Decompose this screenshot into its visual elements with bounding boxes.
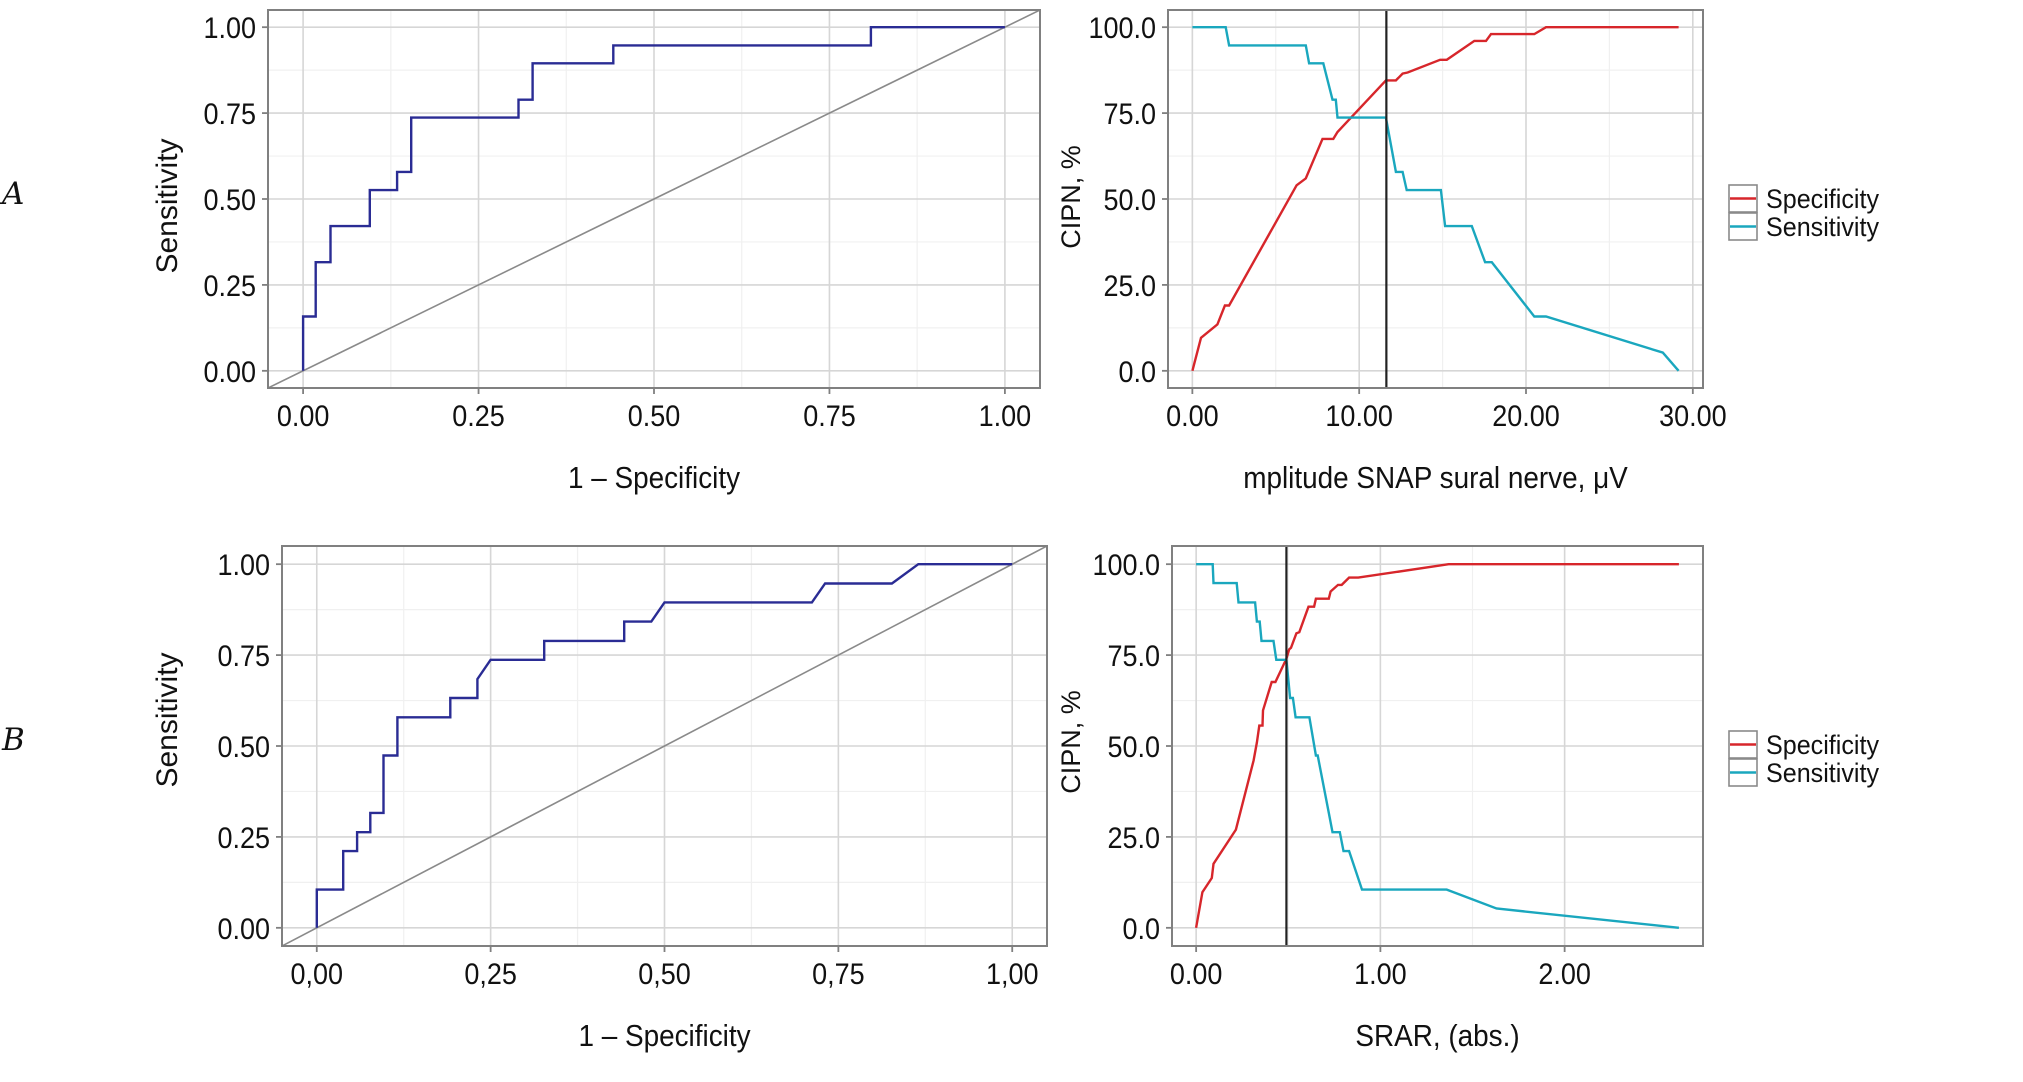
y-tick-label: 0.75 bbox=[217, 640, 270, 674]
y-axis-title: CIPN, % bbox=[1056, 145, 1086, 249]
y-axis-title: CIPN, % bbox=[1056, 690, 1086, 794]
x-tick-label: 30.00 bbox=[1659, 400, 1727, 434]
reference-diagonal-line bbox=[268, 10, 1040, 388]
y-tick-label: 0.25 bbox=[217, 822, 270, 856]
axes: 0.00 0.25 0.50 0.75 1.00 0.00 0.25 0.50 0.75 1.00… bbox=[151, 12, 1031, 495]
series-group bbox=[1194, 563, 1680, 929]
y-tick-label: 50.0 bbox=[1103, 184, 1156, 218]
x-tick-label: 0,00 bbox=[291, 958, 344, 992]
x-tick-label: 0.00 bbox=[277, 400, 330, 434]
x-tick-label: 0,25 bbox=[464, 958, 517, 992]
chart-a-roc: 0.00 0.25 0.50 0.75 1.00 0.00 0.25 0.50 0.75 1.00… bbox=[151, 9, 1041, 495]
x-tick-label: 2.00 bbox=[1538, 958, 1591, 992]
y-tick-label: 0.50 bbox=[217, 731, 270, 765]
series-group bbox=[268, 10, 1040, 388]
y-tick-label: 75.0 bbox=[1107, 640, 1160, 674]
x-tick-label: 0.25 bbox=[452, 400, 505, 434]
x-axis-title: mplitude SNAP sural nerve, μV bbox=[1243, 461, 1628, 496]
specificity-line bbox=[1191, 26, 1679, 372]
y-tick-label: 25.0 bbox=[1107, 822, 1160, 856]
gridlines bbox=[268, 10, 1040, 388]
roc-curve-line bbox=[315, 563, 1013, 928]
y-tick-label: 100.0 bbox=[1088, 12, 1156, 46]
series-group bbox=[282, 546, 1047, 946]
legend-item-sensitivity: Sensitivity bbox=[1728, 757, 1879, 788]
y-tick-label: 100.0 bbox=[1092, 549, 1160, 583]
legend-label: Specificity bbox=[1766, 183, 1879, 214]
series-group bbox=[1191, 26, 1680, 372]
y-tick-label: 50.0 bbox=[1107, 731, 1160, 765]
y-tick-label: 0.0 bbox=[1122, 913, 1160, 947]
legend-item-specificity: Specificity bbox=[1728, 183, 1879, 214]
sensitivity-line bbox=[1196, 563, 1680, 929]
chart-a-cut: 0.00 10.00 20.00 30.00 0.0 25.0 50.0 75.0 100.0 m… bbox=[1056, 9, 1879, 495]
y-tick-label: 0.50 bbox=[203, 184, 256, 218]
legend-item-sensitivity: Sensitivity bbox=[1728, 211, 1879, 242]
legend-item-specificity: Specificity bbox=[1728, 729, 1879, 760]
legend-label: Specificity bbox=[1766, 729, 1879, 760]
chart-b-cut: 0.00 1.00 2.00 0.0 25.0 50.0 75.0 100.0 SRAR, (a… bbox=[1056, 545, 1879, 1053]
x-axis-title: 1 – Specificity bbox=[578, 1019, 750, 1054]
x-tick-label: 1,00 bbox=[986, 958, 1039, 992]
axes: 0.00 1.00 2.00 0.0 25.0 50.0 75.0 100.0 SRAR, (a… bbox=[1056, 549, 1591, 1053]
specificity-line bbox=[1194, 563, 1679, 929]
x-tick-label: 0.00 bbox=[1166, 400, 1219, 434]
legend-label: Sensitivity bbox=[1766, 211, 1879, 242]
gridlines bbox=[1172, 546, 1703, 946]
panel-label-b: B bbox=[1, 722, 25, 758]
chart-b-roc: 0,00 0,25 0,50 0,75 1,00 0.00 0.25 0.50 0.75 1.00… bbox=[151, 545, 1048, 1053]
charts-group: 0.00 0.25 0.50 0.75 1.00 0.00 0.25 0.50 0.75 1.00… bbox=[151, 9, 1879, 1053]
y-tick-label: 0.25 bbox=[203, 270, 256, 304]
x-tick-label: 0,50 bbox=[638, 958, 691, 992]
y-axis-title: Sensitivity bbox=[151, 652, 184, 787]
roc-curve-line bbox=[301, 26, 1005, 371]
x-tick-label: 1.00 bbox=[979, 400, 1032, 434]
y-tick-label: 0.00 bbox=[203, 356, 256, 390]
y-axis-title: Sensitivity bbox=[151, 138, 184, 273]
y-tick-label: 1.00 bbox=[217, 549, 270, 583]
x-tick-label: 20.00 bbox=[1492, 400, 1560, 434]
axes: 0,00 0,25 0,50 0,75 1,00 0.00 0.25 0.50 0.75 1.00… bbox=[151, 549, 1038, 1053]
reference-diagonal-line bbox=[282, 546, 1047, 946]
x-axis-title: 1 – Specificity bbox=[568, 461, 740, 496]
y-tick-label: 0.0 bbox=[1118, 356, 1156, 390]
y-tick-label: 25.0 bbox=[1103, 270, 1156, 304]
axes: 0.00 10.00 20.00 30.00 0.0 25.0 50.0 75.0 100.0 m… bbox=[1056, 12, 1727, 495]
legend-label: Sensitivity bbox=[1766, 757, 1879, 788]
y-tick-label: 0.00 bbox=[217, 913, 270, 947]
y-tick-label: 0.75 bbox=[203, 98, 256, 132]
gridlines bbox=[282, 546, 1047, 946]
x-tick-label: 0.00 bbox=[1170, 958, 1223, 992]
x-axis-title: SRAR, (abs.) bbox=[1355, 1019, 1519, 1054]
panel-label-a: A bbox=[0, 176, 24, 212]
sensitivity-line bbox=[1192, 26, 1680, 372]
x-tick-label: 1.00 bbox=[1354, 958, 1407, 992]
x-tick-label: 0.75 bbox=[803, 400, 856, 434]
x-tick-label: 10.00 bbox=[1325, 400, 1393, 434]
y-tick-label: 75.0 bbox=[1103, 98, 1156, 132]
y-tick-label: 1.00 bbox=[203, 12, 256, 46]
x-tick-label: 0,75 bbox=[812, 958, 865, 992]
x-tick-label: 0.50 bbox=[628, 400, 681, 434]
